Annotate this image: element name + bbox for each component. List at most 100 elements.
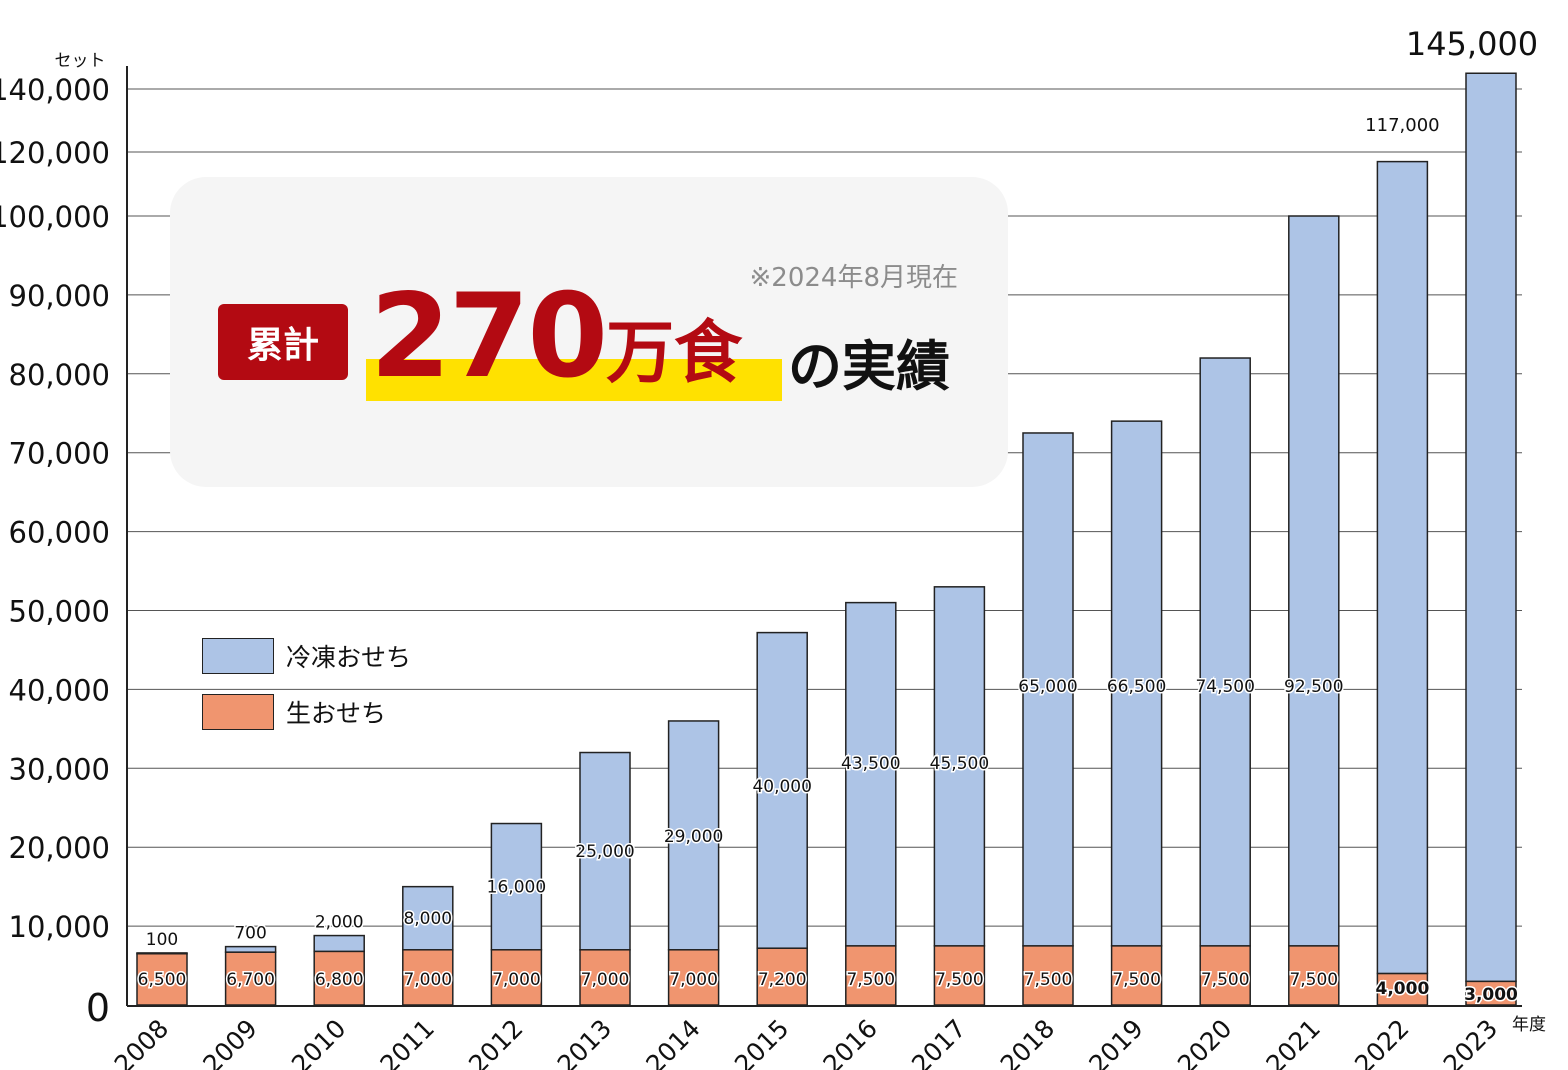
bar-fresh <box>136 952 188 1006</box>
bar-frozen <box>845 601 897 947</box>
legend-item-fresh: 生おせち <box>202 694 386 730</box>
bar-frozen <box>136 952 188 955</box>
bar-frozen <box>490 822 543 951</box>
x-tick-label: 2021 <box>1261 1014 1326 1070</box>
data-label-fresh: 7,000 <box>669 970 718 990</box>
total-label: 117,000 <box>1365 115 1439 136</box>
bar-frozen <box>933 586 986 947</box>
cumulative-number: 270 <box>370 269 608 404</box>
x-tick-label: 2020 <box>1172 1014 1237 1070</box>
x-tick-label: 2023 <box>1438 1014 1503 1070</box>
bar-frozen <box>402 885 454 951</box>
y-tick-label: 80,000 <box>9 358 110 392</box>
y-tick-label: 140,000 <box>0 73 110 107</box>
bar-frozen <box>756 631 808 949</box>
x-tick-label: 2014 <box>640 1014 705 1070</box>
legend-swatch-frozen <box>202 638 274 674</box>
y-tick-label: 10,000 <box>9 910 110 944</box>
cumulative-tail: の実績 <box>788 335 950 398</box>
y-tick-label: 30,000 <box>9 752 110 786</box>
bar-fresh <box>933 945 986 1006</box>
data-label-frozen: 700 <box>234 924 266 944</box>
bar-fresh <box>1376 972 1429 1006</box>
y-tick-label: 70,000 <box>9 437 110 471</box>
y-tick-label: 20,000 <box>9 831 110 865</box>
data-label-fresh: 7,500 <box>1112 970 1161 990</box>
x-tick-label: 2011 <box>375 1014 440 1070</box>
data-label-frozen: 16,000 <box>487 878 546 898</box>
data-label-frozen: 43,500 <box>841 754 900 774</box>
data-label-fresh: 7,500 <box>935 970 984 990</box>
data-label-fresh: 6,500 <box>138 970 187 990</box>
x-tick-label: 2016 <box>818 1014 883 1070</box>
x-tick-label: 2015 <box>729 1014 794 1070</box>
data-label-frozen: 40,000 <box>752 777 811 797</box>
bar-fresh <box>756 947 808 1006</box>
highlight-bar <box>366 359 782 401</box>
y-tick-label: 60,000 <box>9 516 110 550</box>
bar-fresh <box>1022 945 1074 1006</box>
bar-fresh <box>490 949 543 1006</box>
y-tick-label: 120,000 <box>0 136 110 170</box>
cumulative-badge: 累計 <box>218 304 348 380</box>
x-axis-label: 年度 <box>1512 1015 1546 1035</box>
data-label-frozen: 92,500 <box>1284 677 1343 697</box>
data-label-fresh: 7,200 <box>758 970 807 990</box>
data-label-frozen: 66,500 <box>1107 677 1166 697</box>
y-tick-label: 40,000 <box>9 673 110 707</box>
data-label-fresh: 7,000 <box>581 970 630 990</box>
bar-frozen <box>579 751 631 951</box>
bar-frozen <box>667 720 720 951</box>
bar-fresh <box>1110 945 1163 1006</box>
legend-label-frozen: 冷凍おせち <box>286 643 412 672</box>
x-tick-label: 2009 <box>197 1014 262 1070</box>
y-tick-label: 50,000 <box>9 595 110 629</box>
legend-swatch-fresh <box>202 694 274 730</box>
bar-fresh <box>224 951 277 1006</box>
data-label-fresh: 7,500 <box>1024 970 1073 990</box>
bar-fresh <box>579 949 631 1006</box>
as-of-note: ※2024年8月現在 <box>749 263 959 293</box>
bar-fresh <box>313 950 365 1006</box>
x-tick-label: 2012 <box>463 1014 528 1070</box>
total-label: 145,000 <box>1406 25 1538 63</box>
y-unit-label: セット <box>55 51 106 71</box>
data-label-fresh: 7,000 <box>403 970 452 990</box>
x-tick-label: 2018 <box>995 1014 1060 1070</box>
x-tick-label: 2008 <box>109 1014 174 1070</box>
y-tick-label: 90,000 <box>9 279 110 313</box>
x-tick-label: 2019 <box>1083 1014 1148 1070</box>
data-label-frozen: 45,500 <box>930 754 989 774</box>
data-label-fresh: 6,700 <box>226 970 275 990</box>
data-label-fresh: 7,000 <box>492 970 541 990</box>
y-tick-label: 100,000 <box>0 200 110 234</box>
x-tick-label: 2013 <box>552 1014 617 1070</box>
x-tick-label: 2010 <box>286 1014 351 1070</box>
legend-item-frozen: 冷凍おせち <box>202 638 411 674</box>
bar-frozen <box>1376 160 1429 975</box>
data-label-frozen: 8,000 <box>403 909 452 929</box>
cumulative-unit: 万食 <box>606 314 743 393</box>
data-label-fresh: 7,500 <box>1289 970 1338 990</box>
data-label-fresh: 7,500 <box>846 970 895 990</box>
data-label-fresh: 7,500 <box>1201 970 1250 990</box>
bar-frozen <box>1110 420 1163 947</box>
bar-fresh <box>402 949 454 1006</box>
bar-frozen <box>1288 215 1340 947</box>
data-label-fresh: 6,800 <box>315 970 364 990</box>
bar-frozen <box>1465 72 1517 983</box>
cumulative-value: 270万食 <box>370 269 742 404</box>
data-label-fresh: 3,000 <box>1464 985 1518 1005</box>
bar-frozen <box>1022 432 1074 947</box>
data-label-frozen: 100 <box>146 930 178 950</box>
data-label-frozen: 29,000 <box>664 827 723 847</box>
y-tick-label: 0 <box>86 986 110 1030</box>
legend-label-fresh: 生おせち <box>286 699 387 728</box>
x-tick-label: 2022 <box>1349 1014 1414 1070</box>
data-label-frozen: 2,000 <box>315 913 364 933</box>
x-tick-label: 2017 <box>906 1014 971 1070</box>
data-label-fresh: 4,000 <box>1376 979 1430 999</box>
data-label-frozen: 65,000 <box>1018 677 1077 697</box>
bar-fresh <box>667 949 720 1006</box>
